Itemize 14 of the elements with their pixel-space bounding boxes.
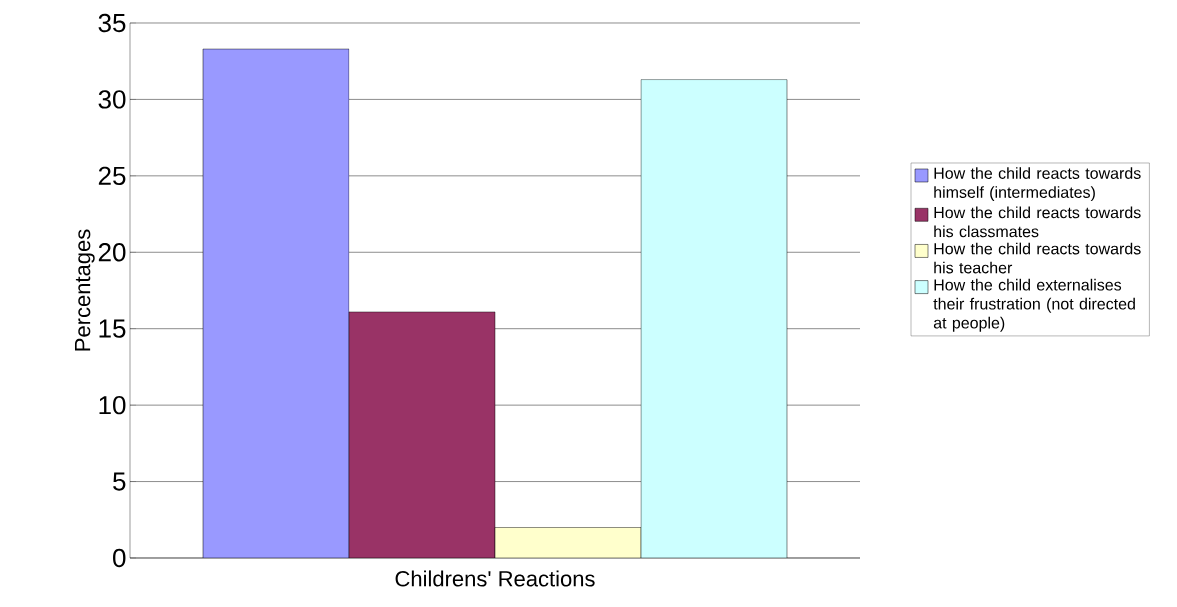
y-tick-label: 5 [113, 472, 126, 491]
y-tick-label: 25 [98, 166, 126, 186]
legend-label: How the child reacts towards himself (intermediates) [934, 167, 1141, 202]
legend-label: How the child reacts towards his classmates [934, 206, 1141, 238]
y-tick-label: 30 [98, 90, 126, 109]
y-axis-title: Percentages [74, 229, 95, 351]
y-tick-label: 35 [98, 13, 126, 33]
x-axis-title: Childrens' Reactions [395, 570, 595, 587]
y-tick-label: 0 [113, 548, 126, 568]
legend-label: How the child externalises their frustration (not directed at people) [933, 278, 1135, 332]
y-tick-label: 10 [99, 395, 126, 415]
y-tick-label: 15 [99, 319, 126, 338]
y-tick-label: 20 [98, 243, 126, 262]
legend-label: How the child reacts towards his teacher [934, 242, 1141, 274]
